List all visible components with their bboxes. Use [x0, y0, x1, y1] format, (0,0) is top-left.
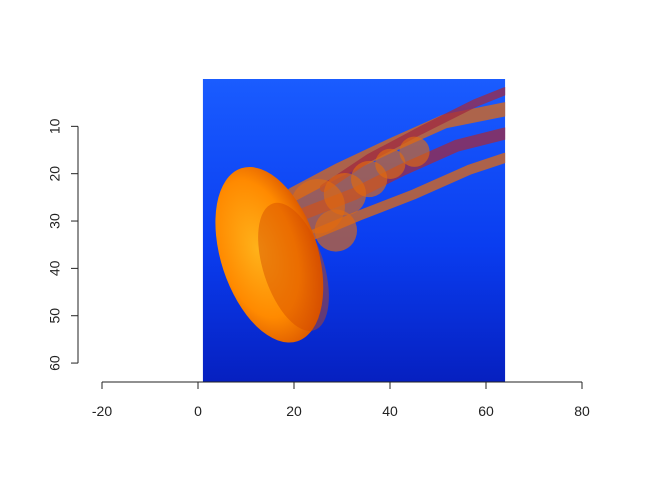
y-axis: 10 20 30 40 50 60 [47, 118, 79, 371]
oral-arm [314, 209, 358, 252]
y-tick-label: 40 [47, 260, 63, 276]
y-tick-label: 30 [47, 213, 63, 229]
oral-arm [375, 148, 406, 179]
x-tick-label: 20 [286, 403, 302, 419]
oral-arm [399, 136, 430, 167]
jellyfish-image [202, 79, 506, 382]
y-tick-label: 60 [47, 355, 63, 371]
y-tick-label: 10 [47, 118, 63, 134]
x-tick-label: 60 [478, 403, 494, 419]
x-axis: -20 0 20 40 60 80 [92, 381, 590, 419]
y-tick-label: 50 [47, 308, 63, 324]
y-tick-label: 20 [47, 166, 63, 182]
tentacle [319, 87, 506, 193]
x-tick-label: -20 [92, 403, 112, 419]
x-tick-label: 0 [194, 403, 202, 419]
bell-shadow [258, 202, 329, 331]
jellyfish-tentacles [286, 87, 506, 252]
x-tick-label: 40 [382, 403, 398, 419]
jellyfish-bell [215, 167, 324, 343]
x-tick-label: 80 [574, 403, 590, 419]
